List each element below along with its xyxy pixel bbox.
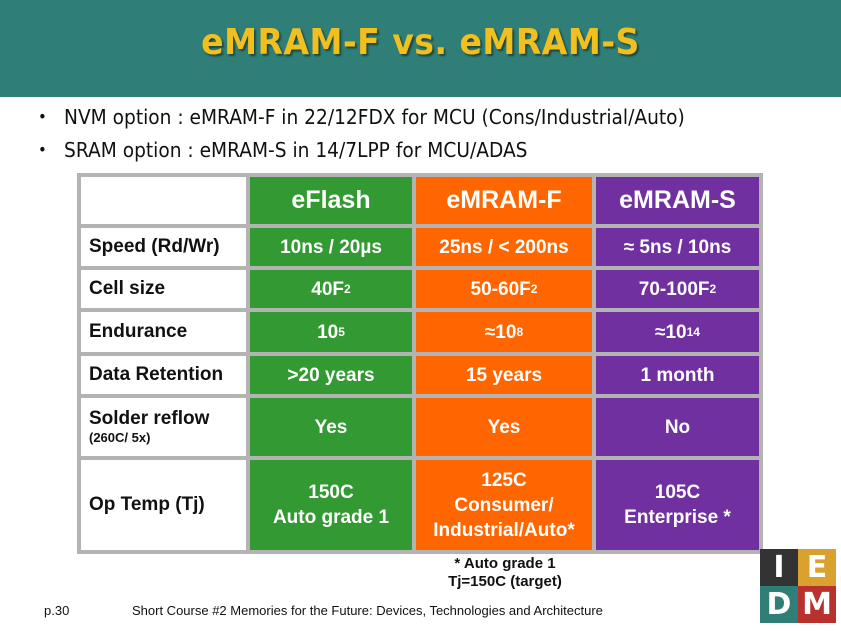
cell: 125C Consumer/Industrial/Auto* bbox=[416, 460, 592, 550]
header-eflash: eFlash bbox=[250, 177, 412, 224]
cell: >20 years bbox=[250, 356, 412, 394]
title-banner bbox=[0, 0, 841, 97]
cell: ≈10 8 bbox=[416, 312, 592, 352]
cell: ≈10 14 bbox=[596, 312, 759, 352]
header-emram-s: eMRAM-S bbox=[596, 177, 759, 224]
row-label: Op Temp (Tj) bbox=[81, 460, 246, 550]
course-title: Short Course #2 Memories for the Future:… bbox=[132, 603, 603, 618]
bullet-item: • SRAM option : eMRAM-S in 14/7LPP for MC… bbox=[38, 133, 685, 166]
bullet-text: NVM option : eMRAM-F in 22/12FDX for MCU… bbox=[64, 104, 685, 129]
cell: 40F 2 bbox=[250, 270, 412, 308]
cell: 150C Auto grade 1 bbox=[250, 460, 412, 550]
row-label: Speed (Rd/Wr) bbox=[81, 228, 246, 266]
cell: 1 month bbox=[596, 356, 759, 394]
cell: 70-100F 2 bbox=[596, 270, 759, 308]
page-number: p.30 bbox=[44, 603, 70, 618]
cell: ≈ 5ns / 10ns bbox=[596, 228, 759, 266]
footnote: * Auto grade 1 Tj=150C (target) bbox=[448, 555, 562, 590]
cell: 10 5 bbox=[250, 312, 412, 352]
cell: 105C Enterprise * bbox=[596, 460, 759, 550]
bullet-icon: • bbox=[38, 107, 47, 126]
cell: Yes bbox=[250, 398, 412, 456]
cell: No bbox=[596, 398, 759, 456]
bullet-list: • NVM option : eMRAM-F in 22/12FDX for MC… bbox=[38, 100, 734, 166]
corner-cell bbox=[81, 177, 246, 224]
comparison-table: eFlash eMRAM-F eMRAM-S Speed (Rd/Wr) 10n… bbox=[77, 173, 763, 554]
iedm-logo: I E D M bbox=[760, 549, 836, 623]
bullet-text: SRAM option : eMRAM-S in 14/7LPP for MCU… bbox=[64, 137, 528, 162]
cell: 10ns / 20µs bbox=[250, 228, 412, 266]
header-emram-f: eMRAM-F bbox=[416, 177, 592, 224]
row-label: Cell size bbox=[81, 270, 246, 308]
cell: 15 years bbox=[416, 356, 592, 394]
row-label: Endurance bbox=[81, 312, 246, 352]
cell: Yes bbox=[416, 398, 592, 456]
slide-title: eMRAM-F vs. eMRAM-S bbox=[201, 22, 640, 63]
row-label: Solder reflow (260C/ 5x) bbox=[81, 398, 246, 456]
bullet-icon: • bbox=[38, 140, 47, 159]
cell: 50-60F 2 bbox=[416, 270, 592, 308]
bullet-item: • NVM option : eMRAM-F in 22/12FDX for MC… bbox=[38, 100, 685, 133]
row-label: Data Retention bbox=[81, 356, 246, 394]
cell: 25ns / < 200ns bbox=[416, 228, 592, 266]
